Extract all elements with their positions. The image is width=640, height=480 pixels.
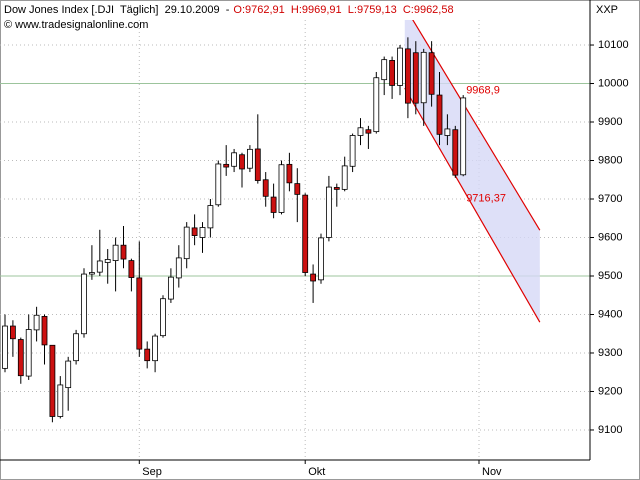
candle-body (25, 329, 32, 377)
candle-body (207, 205, 214, 229)
y-tick-label: 10000 (598, 77, 629, 89)
candle-body (2, 325, 8, 369)
candle-body (57, 384, 64, 417)
candle-body (310, 273, 317, 282)
y-tick-label: 9100 (598, 424, 622, 436)
candle-body (428, 52, 435, 95)
y-tick-label: 9800 (598, 154, 622, 166)
channel-label: 9968,9 (466, 84, 500, 96)
candle-body (365, 129, 372, 134)
axis-name: XXP (596, 4, 618, 16)
x-tick-label: Sep (142, 466, 162, 478)
candle-body (420, 51, 427, 104)
candle-body (89, 272, 95, 275)
candle-body (128, 260, 135, 278)
candle-body (262, 179, 269, 197)
channel-line (412, 20, 541, 231)
candle-body (397, 47, 403, 86)
channel-label: 9716,37 (466, 193, 506, 205)
candle-body (96, 260, 103, 273)
candle-body (215, 163, 222, 206)
candle-body (144, 348, 151, 362)
candle-body (167, 276, 174, 300)
y-tick-label: 9700 (598, 193, 622, 205)
x-tick-label: Nov (482, 466, 502, 478)
candle-body (452, 129, 459, 176)
candle-body (223, 163, 230, 168)
copyright: © www.tradesignalonline.com (4, 19, 148, 31)
ohlc-text: O:9762,91 H:9969,91 L:9759,13 C:9962,58 (233, 4, 453, 16)
candle-body (73, 333, 79, 362)
candle-body (389, 60, 396, 86)
candle-body (373, 77, 380, 133)
candle-body (49, 344, 56, 417)
candle-body (349, 135, 356, 167)
candle-body (183, 226, 190, 260)
candle-body (286, 163, 293, 184)
chart-title: Dow Jones Index [.DJI Täglich] 29.10.200… (4, 4, 454, 16)
candle-body (270, 196, 277, 213)
candle-body (436, 94, 443, 135)
channel-line (404, 87, 541, 323)
candle-body (81, 273, 87, 335)
y-tick-label: 9900 (598, 116, 622, 128)
candle-body (412, 52, 419, 104)
candle-body (65, 360, 72, 389)
candle-body (104, 259, 111, 263)
candle-body (41, 316, 48, 346)
candle-body (318, 237, 324, 281)
candle-body (175, 257, 182, 279)
candle-body (112, 244, 119, 261)
candle-body (136, 277, 143, 350)
candle-body (381, 59, 388, 81)
y-tick-label: 9200 (598, 385, 622, 397)
candle-body (246, 148, 253, 169)
candle-body (341, 165, 348, 190)
candle-body (325, 186, 332, 238)
candle-body (444, 128, 451, 136)
y-tick-label: 9600 (598, 231, 622, 243)
title: Dow Jones Index [.DJI Täglich] 29.10.200… (4, 4, 230, 16)
candle-body (254, 148, 261, 181)
candle-body (239, 154, 245, 170)
candle-body (278, 164, 285, 213)
candle-body (152, 335, 159, 362)
y-tick-label: 9400 (598, 308, 622, 320)
candle-body (33, 314, 40, 331)
y-tick-label: 9500 (598, 270, 622, 282)
candle-body (357, 127, 364, 136)
candle-body (460, 97, 467, 176)
candle-body (9, 325, 16, 340)
candle-body (333, 187, 340, 190)
x-tick-label: Okt (308, 466, 325, 478)
candle-body (17, 339, 24, 377)
candle-body (294, 183, 301, 195)
candle-body (231, 152, 238, 167)
y-tick-label: 9300 (598, 347, 622, 359)
candle-body (191, 227, 198, 236)
candle-body (120, 244, 127, 260)
y-tick-label: 10100 (598, 39, 629, 51)
candle-body (404, 48, 411, 104)
candle-body (199, 227, 206, 238)
candle-body (160, 298, 166, 337)
candle-body (302, 194, 309, 273)
